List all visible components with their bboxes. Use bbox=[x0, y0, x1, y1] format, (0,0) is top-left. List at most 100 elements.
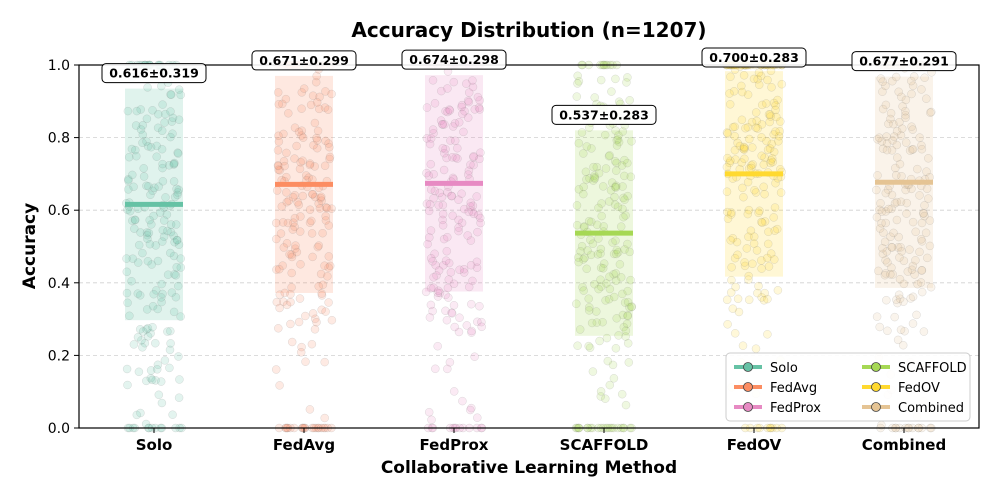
data-point bbox=[757, 218, 767, 227]
data-point bbox=[757, 264, 766, 273]
data-point bbox=[295, 164, 305, 174]
data-point bbox=[899, 256, 909, 266]
data-point bbox=[468, 201, 478, 211]
data-point bbox=[763, 330, 772, 339]
data-point bbox=[621, 332, 630, 341]
data-point bbox=[158, 100, 167, 109]
data-point bbox=[305, 159, 315, 168]
data-point bbox=[753, 124, 762, 133]
data-point bbox=[730, 122, 739, 132]
data-point bbox=[625, 303, 634, 312]
data-point bbox=[763, 239, 773, 249]
data-point bbox=[726, 210, 736, 219]
data-point bbox=[142, 114, 152, 124]
data-point bbox=[918, 209, 928, 218]
data-point bbox=[448, 122, 458, 131]
legend-marker bbox=[871, 362, 881, 372]
data-point bbox=[290, 190, 300, 200]
data-point bbox=[584, 216, 594, 226]
data-point bbox=[764, 227, 773, 237]
data-point bbox=[609, 270, 618, 279]
data-point bbox=[297, 104, 306, 113]
data-point bbox=[596, 263, 606, 273]
data-point bbox=[610, 156, 620, 166]
data-point bbox=[574, 253, 583, 262]
data-point bbox=[278, 261, 287, 270]
data-point bbox=[146, 366, 156, 375]
data-point bbox=[122, 288, 132, 298]
data-point bbox=[898, 340, 908, 350]
data-point bbox=[284, 109, 293, 118]
data-point bbox=[761, 99, 771, 108]
data-point bbox=[307, 339, 317, 349]
data-point bbox=[272, 265, 281, 274]
data-point bbox=[925, 216, 935, 225]
data-point bbox=[454, 327, 464, 337]
data-point bbox=[577, 128, 587, 137]
data-point bbox=[297, 126, 307, 135]
data-point bbox=[894, 290, 904, 300]
data-point bbox=[158, 225, 168, 235]
data-point bbox=[590, 173, 599, 182]
data-point bbox=[432, 271, 441, 280]
data-point bbox=[596, 392, 606, 401]
data-point bbox=[142, 137, 151, 146]
data-point bbox=[307, 216, 316, 226]
data-point bbox=[751, 344, 761, 353]
data-point bbox=[454, 215, 463, 225]
data-point bbox=[295, 294, 305, 303]
data-point bbox=[454, 195, 463, 204]
data-point bbox=[435, 188, 444, 198]
data-point bbox=[301, 311, 310, 321]
data-point bbox=[429, 129, 438, 138]
data-point bbox=[584, 306, 594, 315]
data-point bbox=[753, 74, 762, 84]
data-point bbox=[138, 343, 147, 352]
data-point bbox=[754, 80, 764, 90]
data-point bbox=[737, 81, 746, 91]
data-point bbox=[757, 151, 766, 161]
data-point bbox=[468, 276, 477, 286]
data-point bbox=[771, 127, 780, 136]
data-point bbox=[422, 199, 432, 209]
data-point bbox=[739, 71, 749, 80]
data-point bbox=[744, 275, 753, 284]
data-point bbox=[771, 101, 780, 110]
data-point bbox=[132, 410, 142, 420]
data-point bbox=[926, 107, 936, 117]
legend: Solo FedAvg FedProx SCAFFOLD FedOV Combined bbox=[725, 352, 971, 422]
data-point bbox=[759, 182, 768, 192]
data-point bbox=[878, 144, 888, 153]
data-point bbox=[441, 256, 451, 265]
data-point bbox=[439, 234, 449, 244]
x-tick-label: Combined bbox=[862, 436, 946, 454]
data-point bbox=[324, 263, 333, 272]
data-point bbox=[574, 257, 583, 267]
data-point bbox=[903, 267, 913, 276]
data-point bbox=[748, 160, 757, 169]
data-point bbox=[321, 216, 331, 225]
data-point bbox=[173, 148, 182, 157]
data-point bbox=[765, 144, 775, 153]
data-point bbox=[611, 166, 621, 175]
data-point bbox=[294, 127, 304, 137]
data-point bbox=[754, 68, 764, 77]
data-point bbox=[175, 375, 184, 384]
y-axis-label: Accuracy bbox=[20, 203, 40, 289]
data-point bbox=[722, 162, 732, 172]
data-point bbox=[603, 356, 613, 366]
data-point bbox=[723, 214, 733, 223]
data-point bbox=[287, 250, 296, 259]
data-point bbox=[282, 300, 292, 310]
data-point bbox=[124, 185, 133, 194]
data-point bbox=[611, 183, 621, 192]
data-point bbox=[169, 159, 179, 169]
data-point bbox=[449, 387, 459, 396]
data-point bbox=[430, 186, 440, 196]
data-point bbox=[587, 144, 596, 153]
data-point bbox=[606, 186, 616, 195]
data-point bbox=[626, 172, 636, 182]
data-point bbox=[878, 243, 887, 253]
data-point bbox=[875, 224, 885, 233]
data-point bbox=[321, 211, 330, 221]
